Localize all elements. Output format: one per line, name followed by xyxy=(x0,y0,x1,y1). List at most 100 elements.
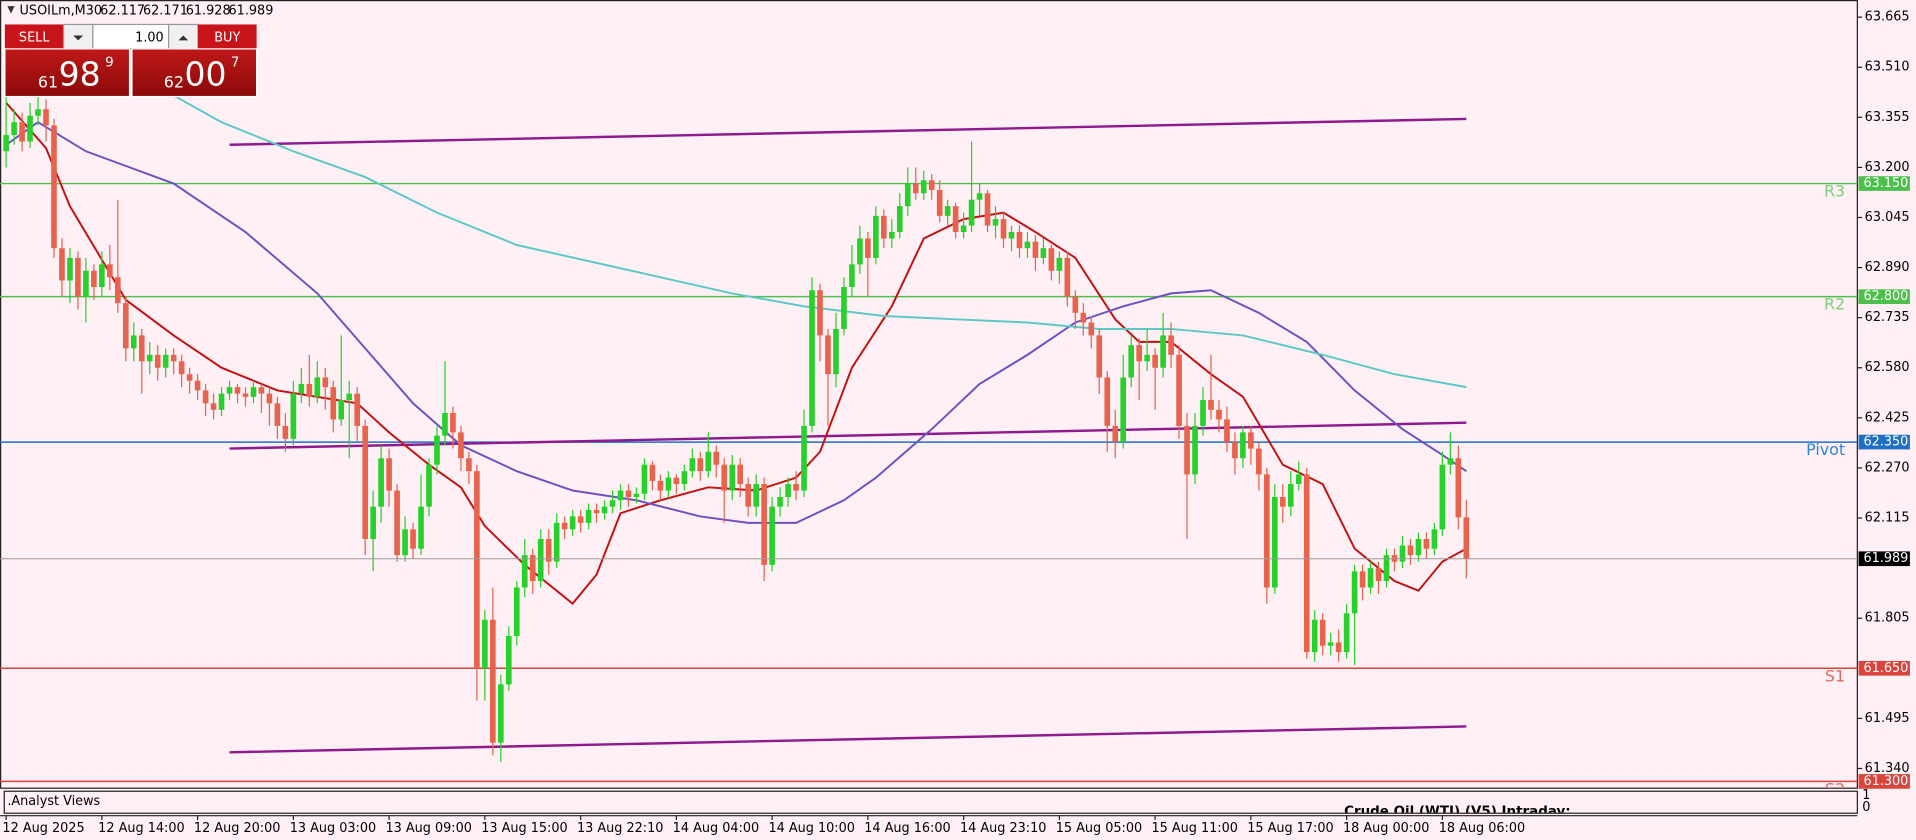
candle-body xyxy=(410,529,416,549)
candle-body xyxy=(705,451,712,472)
candle-body xyxy=(888,232,895,239)
candle-body xyxy=(920,180,927,194)
candle-body xyxy=(697,458,704,472)
volume[interactable]: 1.00 xyxy=(135,30,164,45)
level-price: 61.650 xyxy=(1863,661,1908,676)
candle-body xyxy=(1040,248,1047,258)
candle-body xyxy=(769,506,775,565)
candle-body xyxy=(306,383,313,397)
candle-body xyxy=(1272,497,1278,588)
price-box xyxy=(1858,551,1910,567)
candle-body xyxy=(505,635,512,685)
candle-body xyxy=(577,516,584,523)
x-tick-label: 12 Aug 14:00 xyxy=(98,821,184,836)
candle-body xyxy=(593,509,600,514)
buy-price-suffix: 7 xyxy=(231,55,240,70)
level-price-box xyxy=(1858,176,1910,191)
candle-body xyxy=(170,354,177,362)
candle-body xyxy=(426,464,432,507)
candle-body xyxy=(873,215,879,258)
candle-body xyxy=(83,270,89,297)
candle-body xyxy=(529,555,536,582)
candle-body xyxy=(178,361,185,375)
indicator-tick: 0 xyxy=(1862,800,1870,815)
candle-body xyxy=(1287,484,1294,507)
candle-body xyxy=(809,290,815,426)
candle-body xyxy=(1455,458,1462,518)
candle-body xyxy=(1016,232,1023,249)
candle-body xyxy=(976,193,983,200)
sell-label[interactable]: SELL xyxy=(19,30,50,45)
buy-button[interactable] xyxy=(197,24,257,49)
candle-body xyxy=(681,471,688,485)
candle-body xyxy=(1000,219,1007,239)
candle-body xyxy=(19,122,25,142)
trendline xyxy=(229,117,1467,146)
candle-body xyxy=(1407,545,1414,556)
candle-body xyxy=(553,522,560,562)
x-tick-label: 12 Aug 20:00 xyxy=(194,821,280,836)
level-name: R3 xyxy=(1824,182,1845,201)
candle-body xyxy=(952,206,959,233)
buy-label[interactable]: BUY xyxy=(214,30,240,45)
candle-body xyxy=(474,471,480,669)
x-tick-label: 12 Aug 2025 xyxy=(2,821,84,836)
y-tick-label: 62.580 xyxy=(1865,360,1910,375)
price-label: 61.989 xyxy=(1863,551,1908,566)
x-tick-label: 14 Aug 16:00 xyxy=(864,821,950,836)
candle-body xyxy=(346,393,353,401)
y-tick-label: 62.270 xyxy=(1865,460,1910,475)
candle-body xyxy=(27,115,33,142)
sell-price-main: 98 xyxy=(59,54,101,93)
candle-body xyxy=(936,190,943,216)
down-arrow xyxy=(73,35,84,41)
level-name: Pivot xyxy=(1806,440,1845,459)
candle-body xyxy=(960,225,967,233)
candle-body xyxy=(1311,619,1318,653)
candle-body xyxy=(601,506,608,514)
x-tick-label: 18 Aug 00:00 xyxy=(1343,821,1429,836)
candle-body xyxy=(984,193,991,226)
sell-price-box[interactable] xyxy=(4,48,131,98)
candle-body xyxy=(274,403,281,426)
indicator-frame xyxy=(3,790,1858,814)
candle-body xyxy=(1264,474,1270,588)
candle-body xyxy=(418,506,424,549)
candle-body xyxy=(386,458,392,491)
candle-body xyxy=(801,425,807,491)
sell-price-suffix: 9 xyxy=(105,55,114,70)
x-tick-label: 14 Aug 04:00 xyxy=(673,821,759,836)
ohlc-close: 61.989 xyxy=(229,3,274,18)
candle-body xyxy=(107,264,113,278)
candle-body xyxy=(817,290,823,336)
candle-body xyxy=(1192,425,1198,475)
candle-body xyxy=(928,180,935,191)
candle-body xyxy=(51,125,57,249)
y-tick-label: 63.665 xyxy=(1865,10,1910,25)
plot-area: R3 R2 Pivot S1 S2 xyxy=(0,85,1858,788)
candle-body xyxy=(689,458,696,472)
candle-body xyxy=(1439,464,1446,530)
candle-body xyxy=(1399,545,1406,562)
candle-body xyxy=(537,539,544,582)
indicator-tick: 1 xyxy=(1862,788,1870,803)
candle-body xyxy=(545,539,552,562)
candle-body xyxy=(202,390,209,404)
candle-body xyxy=(513,587,520,636)
moving-average xyxy=(157,85,1467,389)
candle-body xyxy=(194,380,201,391)
candle-body xyxy=(569,516,576,530)
candle-body xyxy=(378,458,384,507)
moving-average xyxy=(5,121,1467,524)
candle-body xyxy=(1152,354,1158,368)
candle-body xyxy=(585,509,592,523)
candle-body xyxy=(1447,458,1454,465)
candle-body xyxy=(761,484,767,565)
candle-body xyxy=(849,264,855,287)
buy-price-box[interactable] xyxy=(131,48,258,98)
x-tick-label: 14 Aug 23:10 xyxy=(960,821,1046,836)
sell-button[interactable] xyxy=(4,24,64,49)
candle-body xyxy=(721,464,728,491)
candle-body xyxy=(1295,474,1302,485)
